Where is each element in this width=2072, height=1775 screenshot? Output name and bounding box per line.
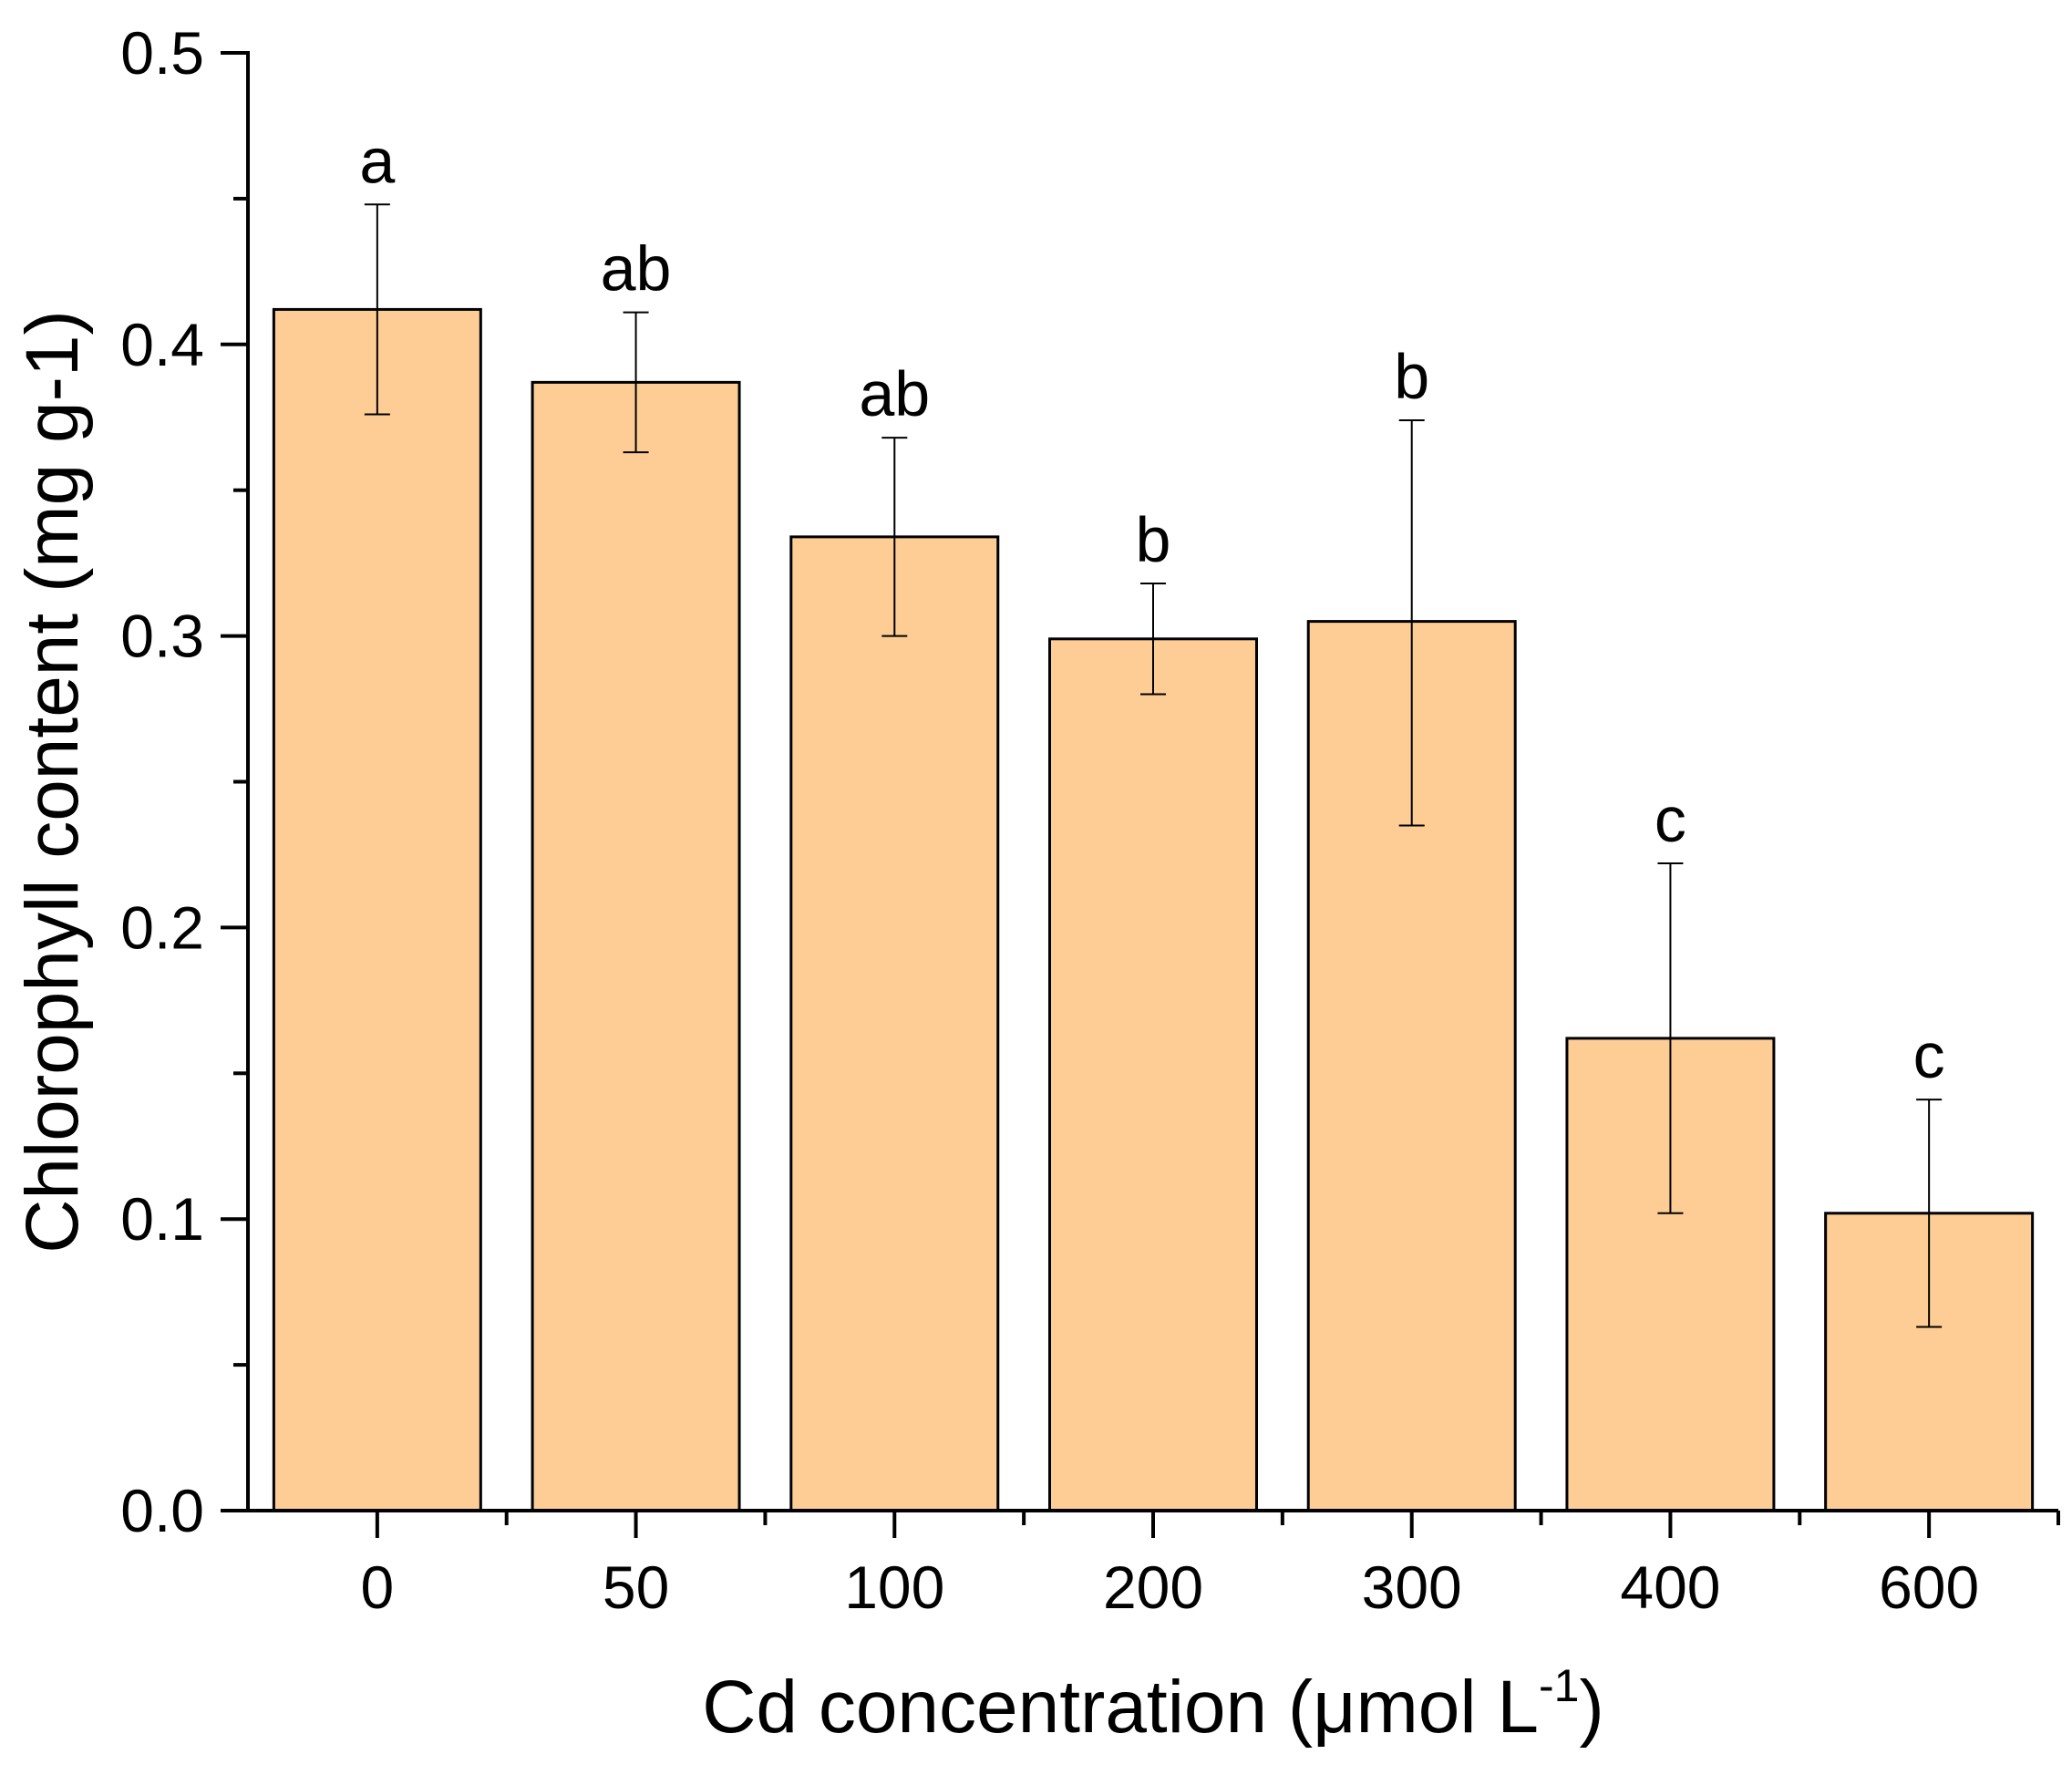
x-tick-label: 200 xyxy=(1103,1553,1203,1621)
x-axis-title-main: Cd concentration (μmol L xyxy=(702,1666,1539,1749)
x-axis-title-superscript: -1 xyxy=(1539,1660,1579,1711)
x-tick-label: 600 xyxy=(1879,1553,1979,1621)
x-axis-title: Cd concentration (μmol L-1) xyxy=(702,1660,1604,1749)
error-bar-0 xyxy=(364,203,390,416)
x-tick-label: 50 xyxy=(603,1553,669,1621)
x-tick-label: 400 xyxy=(1620,1553,1720,1621)
significance-label: c xyxy=(1655,784,1686,855)
x-axis-title-close: ) xyxy=(1579,1666,1603,1749)
axes-layer xyxy=(221,51,2060,1538)
y-tick-label: 0.4 xyxy=(120,311,204,378)
x-tick-label: 300 xyxy=(1362,1553,1462,1621)
significance-label: ab xyxy=(601,233,672,304)
y-tick-label: 0.2 xyxy=(120,893,204,961)
y-axis-title: Chlorophyll content (mg g-1) xyxy=(11,310,94,1254)
error-bars-layer xyxy=(364,203,1943,1328)
significance-label: a xyxy=(359,125,395,196)
significance-label: ab xyxy=(859,358,930,429)
x-tick-label: 100 xyxy=(844,1553,944,1621)
x-tick-label: 0 xyxy=(360,1553,394,1621)
error-bar-400 xyxy=(1657,862,1684,1214)
bar-50 xyxy=(531,380,741,1512)
error-bar-50 xyxy=(623,311,649,454)
bar-100 xyxy=(789,535,1000,1512)
significance-label: b xyxy=(1136,504,1171,575)
bar-200 xyxy=(1048,637,1258,1512)
error-bar-100 xyxy=(881,437,908,637)
significance-label: c xyxy=(1913,1020,1945,1091)
y-tick-label: 0.5 xyxy=(120,19,204,87)
y-tick-label: 0.1 xyxy=(120,1185,204,1253)
bar-0 xyxy=(272,307,482,1512)
error-bar-600 xyxy=(1916,1099,1943,1328)
y-tick-label: 0.3 xyxy=(120,603,204,670)
error-bar-300 xyxy=(1398,418,1425,827)
significance-label: b xyxy=(1394,341,1429,412)
error-bar-200 xyxy=(1140,583,1166,696)
labels-layer: 0.0 0.1 0.2 0.3 0.4 0.5 0 50 100 200 300 400 600 a ab a… xyxy=(11,19,1979,1749)
bars-layer xyxy=(272,307,2035,1512)
y-tick-label: 0.0 xyxy=(120,1477,204,1544)
